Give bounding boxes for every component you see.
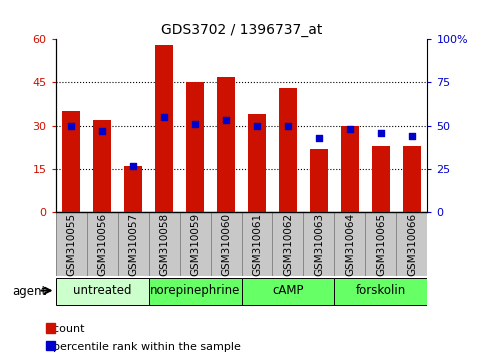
- Text: untreated: untreated: [73, 284, 131, 297]
- FancyBboxPatch shape: [334, 212, 366, 276]
- Text: GSM310060: GSM310060: [221, 213, 231, 276]
- FancyBboxPatch shape: [334, 278, 427, 305]
- Text: GSM310057: GSM310057: [128, 213, 138, 276]
- Text: forskolin: forskolin: [356, 284, 406, 297]
- Bar: [372, 146, 390, 212]
- Bar: [217, 76, 235, 212]
- Bar: [403, 146, 421, 212]
- Text: GSM310063: GSM310063: [314, 213, 324, 276]
- Text: GSM310062: GSM310062: [283, 213, 293, 276]
- FancyBboxPatch shape: [149, 278, 242, 305]
- Bar: [93, 120, 112, 212]
- Text: GSM310066: GSM310066: [407, 213, 417, 276]
- Text: GSM310059: GSM310059: [190, 213, 200, 276]
- Text: agent: agent: [12, 285, 46, 298]
- Point: [98, 128, 106, 134]
- FancyBboxPatch shape: [56, 212, 86, 276]
- Point: [315, 135, 323, 141]
- Text: GSM310065: GSM310065: [376, 213, 386, 276]
- Bar: [248, 114, 266, 212]
- FancyBboxPatch shape: [149, 212, 180, 276]
- Bar: [310, 149, 328, 212]
- Bar: [62, 111, 80, 212]
- Text: GSM310058: GSM310058: [159, 213, 169, 276]
- Point: [160, 114, 168, 120]
- Text: GSM310056: GSM310056: [97, 213, 107, 276]
- FancyBboxPatch shape: [211, 212, 242, 276]
- FancyBboxPatch shape: [117, 212, 149, 276]
- FancyBboxPatch shape: [56, 278, 149, 305]
- Point: [284, 123, 292, 129]
- Bar: [124, 166, 142, 212]
- FancyBboxPatch shape: [366, 212, 397, 276]
- FancyBboxPatch shape: [242, 278, 334, 305]
- Text: percentile rank within the sample: percentile rank within the sample: [46, 342, 241, 352]
- Point: [377, 130, 385, 136]
- Title: GDS3702 / 1396737_at: GDS3702 / 1396737_at: [161, 23, 322, 36]
- Text: norepinephrine: norepinephrine: [150, 284, 240, 297]
- FancyBboxPatch shape: [86, 212, 117, 276]
- Point: [191, 121, 199, 127]
- Bar: [186, 82, 204, 212]
- Point: [222, 118, 230, 123]
- Point: [408, 133, 416, 139]
- FancyBboxPatch shape: [180, 212, 211, 276]
- Point: [129, 163, 137, 169]
- Bar: [279, 88, 297, 212]
- FancyBboxPatch shape: [397, 212, 427, 276]
- FancyBboxPatch shape: [272, 212, 303, 276]
- Point: [67, 123, 75, 129]
- Bar: [341, 126, 359, 212]
- Text: GSM310061: GSM310061: [252, 213, 262, 276]
- Point: [346, 126, 354, 132]
- FancyBboxPatch shape: [242, 212, 272, 276]
- Bar: [155, 45, 173, 212]
- Text: cAMP: cAMP: [272, 284, 304, 297]
- Text: count: count: [46, 324, 85, 334]
- Text: GSM310055: GSM310055: [66, 213, 76, 276]
- Point: [253, 123, 261, 129]
- Text: GSM310064: GSM310064: [345, 213, 355, 276]
- FancyBboxPatch shape: [303, 212, 334, 276]
